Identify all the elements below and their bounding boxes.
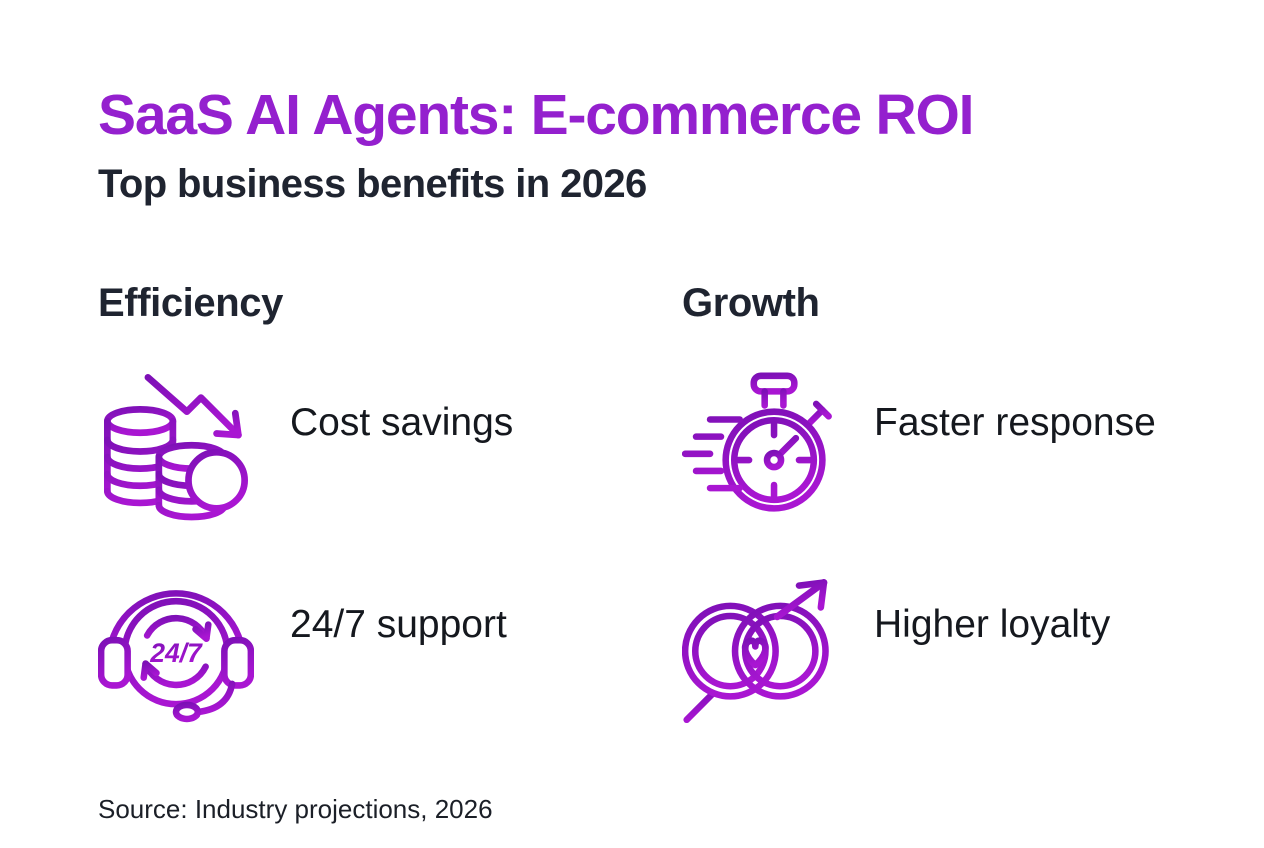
- efficiency-column: Efficiency: [98, 280, 682, 726]
- growth-column: Growth: [682, 280, 1264, 726]
- benefit-label-higher-loyalty: Higher loyalty: [874, 602, 1111, 646]
- infographic-subtitle: Top business benefits in 2026: [98, 161, 647, 206]
- growth-heading: Growth: [682, 280, 820, 325]
- benefit-item-higher-loyalty: Higher loyalty: [682, 570, 1264, 726]
- source-text: Source: Industry projections, 2026: [98, 793, 493, 824]
- infographic-title: SaaS AI Agents: E-commerce ROI: [98, 83, 974, 147]
- efficiency-heading: Efficiency: [98, 280, 283, 325]
- benefit-item-faster-response: Faster response: [682, 368, 1264, 524]
- infographic: SaaS AI Agents: E-commerce ROI Top busin…: [98, 83, 1224, 824]
- benefit-label-cost-savings: Cost savings: [290, 400, 514, 444]
- support-247-icon: 24/7: [98, 570, 254, 726]
- coins-decrease-icon: [98, 368, 254, 524]
- icon-247-label: 24/7: [149, 638, 203, 668]
- benefit-item-cost-savings: Cost savings: [98, 368, 682, 524]
- stopwatch-icon: [682, 368, 838, 524]
- benefit-label-247-support: 24/7 support: [290, 602, 507, 646]
- loyalty-rings-icon: [682, 570, 838, 726]
- benefit-columns: Efficiency: [98, 280, 1224, 726]
- benefit-label-faster-response: Faster response: [874, 400, 1156, 444]
- benefit-item-247-support: 24/7 24/7 support: [98, 570, 682, 726]
